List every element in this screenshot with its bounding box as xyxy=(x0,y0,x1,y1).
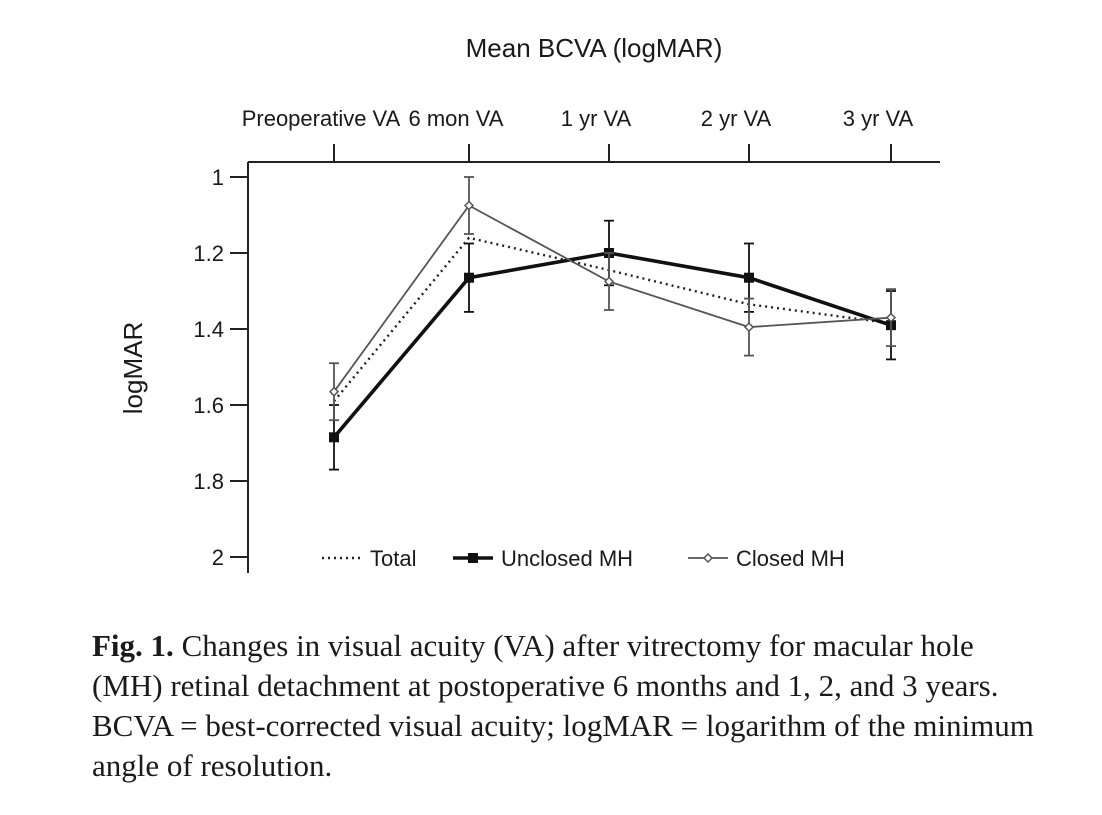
legend-item: Closed MH xyxy=(688,546,845,571)
legend-marker xyxy=(468,553,478,563)
series-closed-mh xyxy=(328,176,897,422)
x-tick-label: Preoperative VA xyxy=(242,106,401,131)
series-total xyxy=(333,236,892,402)
legend-item: Total xyxy=(322,546,416,571)
y-tick-label: 1 xyxy=(212,165,224,190)
x-tick-label: 6 mon VA xyxy=(409,106,504,131)
x-tick-label: 2 yr VA xyxy=(701,106,772,131)
legend-label: Unclosed MH xyxy=(501,546,633,571)
x-tick-label: 1 yr VA xyxy=(561,106,632,131)
legend: Total Unclosed MH Closed MH xyxy=(322,546,845,571)
y-axis-label: logMAR xyxy=(118,322,148,414)
legend-label: Closed MH xyxy=(736,546,845,571)
data-point xyxy=(885,312,897,323)
data-point xyxy=(743,322,755,333)
axes: 1 1.2 1.4 1.6 1.8 2 Preoperative VA 6 mon VA 1 y… xyxy=(193,106,940,573)
legend-item: Unclosed MH xyxy=(453,546,633,571)
series-unclosed-mh xyxy=(329,219,896,471)
caption-text: Changes in visual acuity (VA) after vitr… xyxy=(92,628,1034,783)
legend-label: Total xyxy=(370,546,416,571)
y-tick-label: 1.4 xyxy=(193,317,224,342)
y-tick-label: 1.6 xyxy=(193,393,224,418)
series-line xyxy=(333,236,892,402)
y-tick-label: 2 xyxy=(212,545,224,570)
data-point xyxy=(744,272,754,283)
y-tick-label: 1.2 xyxy=(193,241,224,266)
y-tick-label: 1.8 xyxy=(193,469,224,494)
chart: Mean BCVA (logMAR) logMAR 1 1.2 1.4 1.6 1.8 2… xyxy=(118,33,940,573)
legend-marker xyxy=(702,552,714,564)
data-point xyxy=(329,432,339,443)
figure-caption: Fig. 1. Changes in visual acuity (VA) af… xyxy=(92,626,1042,786)
data-point xyxy=(464,272,474,283)
caption-label: Fig. 1. xyxy=(92,628,174,663)
data-marks xyxy=(328,176,897,471)
x-tick-label: 3 yr VA xyxy=(843,106,914,131)
chart-title: Mean BCVA (logMAR) xyxy=(466,33,723,63)
data-point xyxy=(463,200,475,211)
data-point xyxy=(328,386,340,397)
data-point xyxy=(603,276,615,287)
